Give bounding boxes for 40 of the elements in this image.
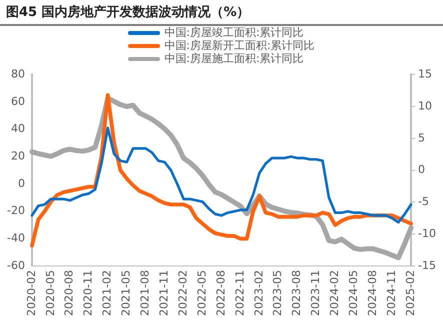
x-tick-label: 2024-02: [328, 270, 342, 316]
y2-tick-label: 5: [418, 131, 426, 144]
y-tick-label: 40: [10, 122, 25, 136]
x-tick-label: 2022-05: [195, 270, 208, 316]
x-tick-label: 2025-02: [404, 270, 417, 316]
y2-tick-label: -15: [418, 258, 436, 272]
x-tick-label: 2020-11: [82, 270, 95, 316]
legend-label: 中国:房屋竣工面积:累计同比: [164, 26, 304, 39]
y-tick-label: -40: [7, 232, 25, 245]
x-tick-label: 2023-02: [252, 270, 266, 316]
x-tick-label: 2020-05: [44, 270, 57, 316]
y2-tick-label: -10: [418, 226, 436, 240]
x-tick-label: 2022-02: [176, 270, 190, 316]
x-tick-label: 2021-02: [100, 270, 114, 316]
y-tick-label: 80: [10, 67, 25, 80]
y-tick-label: 20: [10, 150, 25, 163]
x-tick-label: 2022-08: [214, 270, 228, 316]
x-tick-label: 2020-08: [62, 270, 76, 316]
y2-tick-label: 0: [418, 163, 426, 176]
chart-title: 图45 国内房地产开发数据波动情况（%）: [0, 0, 443, 26]
y-tick-label: 0: [18, 176, 25, 190]
legend-label: 中国:房屋施工面积:累计同比: [164, 52, 304, 65]
y2-tick-label: -5: [418, 195, 430, 208]
x-tick-label: 2023-11: [309, 270, 322, 316]
y2-tick-label: 10: [418, 99, 432, 112]
x-tick-label: 2023-08: [290, 270, 304, 316]
x-tick-label: 2022-11: [233, 270, 246, 316]
x-tick-label: 2024-05: [347, 270, 360, 316]
x-tick-label: 2021-08: [138, 270, 152, 316]
x-tick-label: 2020-02: [24, 270, 38, 316]
x-tick-label: 2024-08: [366, 270, 379, 316]
legend-label: 中国:房屋新开工面积:累计同比: [164, 39, 315, 52]
y2-tick-label: 15: [418, 67, 432, 80]
y-tick-label: -60: [7, 258, 25, 272]
x-tick-label: 2024-11: [384, 270, 398, 316]
y-tick-label: -20: [7, 204, 25, 218]
x-tick-label: 2023-05: [271, 270, 284, 316]
x-tick-label: 2021-05: [120, 270, 133, 316]
x-tick-label: 2021-11: [158, 270, 170, 316]
y-tick-label: 60: [10, 94, 25, 108]
